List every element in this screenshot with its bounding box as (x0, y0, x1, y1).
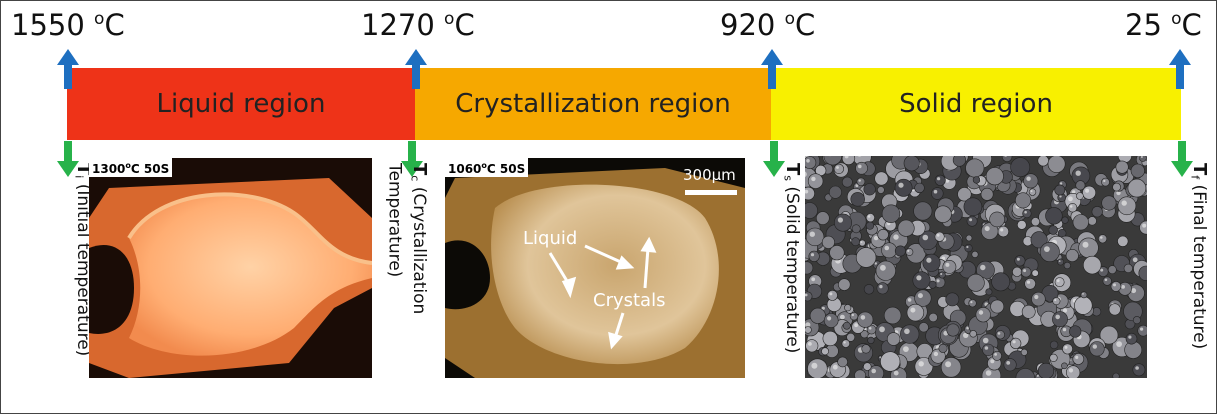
crystallization-temperature-label: Tc (Crystallization Temperature) (384, 163, 430, 315)
crystallization-photo: 1060oC 50S 300μm Liquid Crystals (445, 158, 745, 378)
liquid-melt-image (89, 158, 372, 378)
solid-temperature-label: Ts (Solid temperature) (781, 163, 803, 354)
temp-label-1550: 1550 oC (11, 8, 125, 42)
down-arrow-icon (401, 141, 423, 177)
down-arrow-icon (57, 141, 79, 177)
solid-granules-image (805, 156, 1147, 378)
final-temperature-label: Tf (Final temperature) (1188, 163, 1210, 350)
up-arrow-icon (761, 49, 783, 89)
scale-bar-label: 300μm (683, 166, 736, 184)
liquid-region-label: Liquid region (156, 89, 326, 119)
up-arrow-icon (405, 49, 427, 89)
temp-label-920: 920 oC (720, 8, 816, 42)
crystallization-photo-caption: 1060oC 50S (445, 158, 529, 177)
liquid-melt-photo: 1300oC 50S (89, 158, 372, 378)
solid-granules-photo (805, 156, 1147, 378)
solid-region-band: Solid region (771, 68, 1181, 140)
liquid-photo-caption: 1300oC 50S (89, 158, 173, 177)
down-arrow-icon (1171, 141, 1193, 177)
crystals-annotation: Crystals (593, 290, 666, 311)
temp-label-25: 25 oC (1125, 8, 1202, 42)
crystallization-image (445, 158, 745, 378)
solid-region-label: Solid region (899, 89, 1053, 119)
up-arrow-icon (1169, 49, 1191, 89)
liquid-region-band: Liquid region (67, 68, 415, 140)
temp-label-1270: 1270 oC (361, 8, 475, 42)
down-arrow-icon (763, 141, 785, 177)
crystallization-region-band: Crystallization region (415, 68, 771, 140)
annotation-arrows (548, 236, 657, 350)
crystallization-region-label: Crystallization region (455, 89, 731, 119)
up-arrow-icon (57, 49, 79, 89)
liquid-annotation: Liquid (523, 228, 578, 249)
initial-temperature-label: Ti (Initial temperature) (72, 163, 94, 357)
